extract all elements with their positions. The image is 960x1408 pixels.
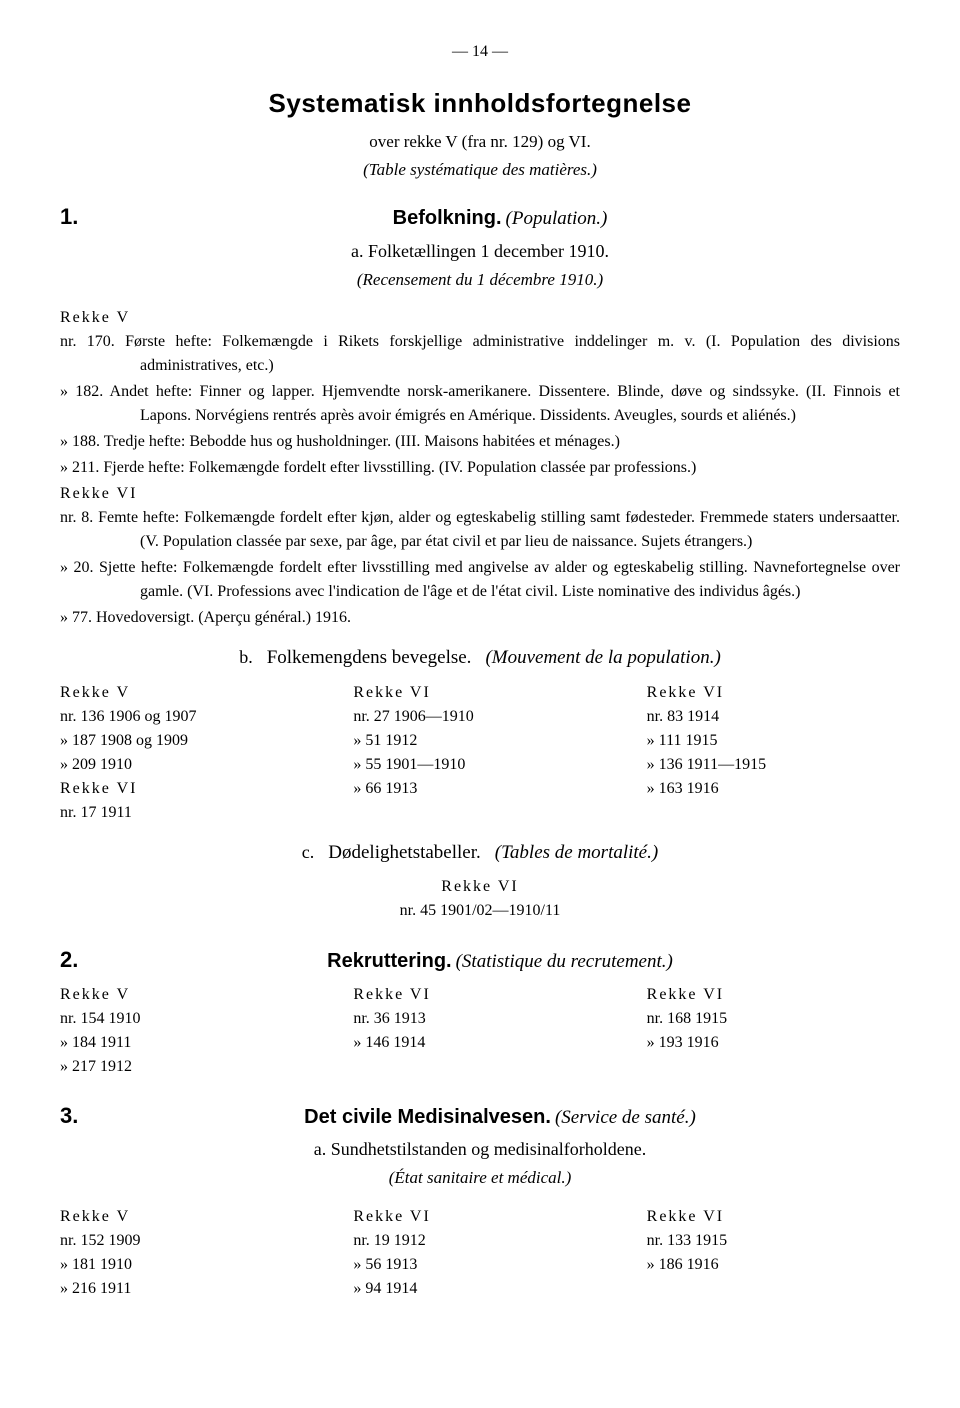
section-1a-italic: (Recensement du 1 décembre 1910.) [60, 267, 900, 293]
section-1b-letter: b. [239, 644, 253, 671]
s1b-col3-l1: nr. 83 1914 [647, 705, 900, 729]
section-3-header: 3. Det civile Medisinalvesen. (Service d… [60, 1099, 900, 1133]
s3-col3-h1: Rekke VI [647, 1205, 900, 1229]
s1b-col3-l2: » 111 1915 [647, 729, 900, 753]
s1b-col2-l4: » 66 1913 [353, 777, 606, 801]
s3-col1-l1: nr. 152 1909 [60, 1229, 313, 1253]
s1b-col1: Rekke V nr. 136 1906 og 1907 » 187 1908 … [60, 681, 313, 825]
section-1b-header: b. Folkemengdens bevegelse. (Mouvement d… [60, 644, 900, 673]
s2-col2: Rekke VI nr. 36 1913 » 146 1914 [353, 983, 606, 1079]
s1b-col2-h1: Rekke VI [353, 681, 606, 705]
s1b-col1-l1: nr. 136 1906 og 1907 [60, 705, 313, 729]
s1b-col3-l3: » 136 1911—1915 [647, 753, 900, 777]
section-2-header: 2. Rekruttering. (Statistique du recrute… [60, 943, 900, 977]
section-1b-italic: (Mouvement de la population.) [485, 644, 720, 673]
section-1b-title: Folkemengdens bevegelse. [267, 644, 472, 673]
section-1a-title: a. Folketællingen 1 december 1910. [60, 238, 900, 265]
section-1-title-italic: (Population.) [506, 208, 608, 229]
s3-col1-h1: Rekke V [60, 1205, 313, 1229]
section-3-title: Det civile Medisinalvesen. [304, 1106, 551, 1128]
section-3a-title: a. Sundhetstilstanden og medisinalforhol… [60, 1136, 900, 1163]
section-3a-text: Sundhetstilstanden og medisinalforholden… [331, 1139, 646, 1159]
section-2-columns: Rekke V nr. 154 1910 » 184 1911 » 217 19… [60, 983, 900, 1079]
s3-col2: Rekke VI nr. 19 1912 » 56 1913 » 94 1914 [353, 1205, 606, 1301]
s3-col1-l2: » 181 1910 [60, 1253, 313, 1277]
section-1c-block: Rekke VI nr. 45 1901/02—1910/11 [60, 875, 900, 923]
s2-col2-h1: Rekke VI [353, 983, 606, 1007]
section-1c-title: Dødelighetstabeller. [328, 839, 480, 868]
s3-col2-h1: Rekke VI [353, 1205, 606, 1229]
s2-col3-h1: Rekke VI [647, 983, 900, 1007]
section-3a-label: a. [314, 1139, 327, 1159]
section-2-num: 2. [60, 943, 100, 976]
s3-col2-l2: » 56 1913 [353, 1253, 606, 1277]
section-3-num: 3. [60, 1099, 100, 1132]
s2-col3: Rekke VI nr. 168 1915 » 193 1916 [647, 983, 900, 1079]
s3-col3: Rekke VI nr. 133 1915 » 186 1916 [647, 1205, 900, 1301]
section-1-title: Befolkning. [393, 207, 502, 229]
s1b-col1-l4: nr. 17 1911 [60, 801, 313, 825]
s2-col2-l2: » 146 1914 [353, 1031, 606, 1055]
s1b-col1-l3: » 209 1910 [60, 753, 313, 777]
s2-col1-h1: Rekke V [60, 983, 313, 1007]
s1b-col1-l2: » 187 1908 og 1909 [60, 729, 313, 753]
s2-col3-l2: » 193 1916 [647, 1031, 900, 1055]
s2-col1-l2: » 184 1911 [60, 1031, 313, 1055]
s1b-col1-h2: Rekke VI [60, 777, 313, 801]
section-1c-header: c. Dødelighetstabeller. (Tables de morta… [60, 839, 900, 868]
rekke-v-label: Rekke V [60, 306, 900, 330]
s1b-col2-l1: nr. 27 1906—1910 [353, 705, 606, 729]
s2-col1: Rekke V nr. 154 1910 » 184 1911 » 217 19… [60, 983, 313, 1079]
section-1a-text: Folketællingen 1 december 1910. [368, 241, 609, 261]
section-3-title-italic: (Service de santé.) [555, 1107, 696, 1128]
entry-170: nr. 170. Første hefte: Folkemængde i Rik… [60, 330, 900, 378]
entry-182: » 182. Andet hefte: Finner og lapper. Hj… [60, 380, 900, 428]
s3-col2-l1: nr. 19 1912 [353, 1229, 606, 1253]
s3-col2-l3: » 94 1914 [353, 1277, 606, 1301]
s3-col3-l2: » 186 1916 [647, 1253, 900, 1277]
section-2-title-italic: (Statistique du recrutement.) [456, 951, 673, 972]
s1c-h: Rekke VI [60, 875, 900, 899]
entry-77: » 77. Hovedoversigt. (Aperçu général.) 1… [60, 606, 900, 630]
entry-20: » 20. Sjette hefte: Folkemængde fordelt … [60, 556, 900, 604]
section-2-title: Rekruttering. [327, 950, 451, 972]
section-1b-columns: Rekke V nr. 136 1906 og 1907 » 187 1908 … [60, 681, 900, 825]
s2-col3-l1: nr. 168 1915 [647, 1007, 900, 1031]
section-1c-letter: c. [302, 839, 315, 866]
s2-col1-l1: nr. 154 1910 [60, 1007, 313, 1031]
s1c-l: nr. 45 1901/02—1910/11 [60, 899, 900, 923]
subtitle: over rekke V (fra nr. 129) og VI. [60, 129, 900, 155]
rekke-vi-label: Rekke VI [60, 482, 900, 506]
entry-188: » 188. Tredje hefte: Bebodde hus og hush… [60, 430, 900, 454]
entry-8: nr. 8. Femte hefte: Folkemængde fordelt … [60, 506, 900, 554]
s3-col1-l3: » 216 1911 [60, 1277, 313, 1301]
page-number: — 14 — [60, 40, 900, 64]
section-1a-entries: Rekke V nr. 170. Første hefte: Folkemæng… [60, 306, 900, 630]
main-title: Systematisk innholdsfortegnelse [60, 84, 900, 123]
subtitle-italic: (Table systématique des matières.) [60, 157, 900, 183]
s1b-col3: Rekke VI nr. 83 1914 » 111 1915 » 136 19… [647, 681, 900, 825]
s2-col1-l3: » 217 1912 [60, 1055, 313, 1079]
s1b-col2: Rekke VI nr. 27 1906—1910 » 51 1912 » 55… [353, 681, 606, 825]
s1b-col3-h1: Rekke VI [647, 681, 900, 705]
s1b-col1-h1: Rekke V [60, 681, 313, 705]
entry-211: » 211. Fjerde hefte: Folkemængde fordelt… [60, 456, 900, 480]
section-1-num: 1. [60, 200, 100, 233]
section-3-columns: Rekke V nr. 152 1909 » 181 1910 » 216 19… [60, 1205, 900, 1301]
s2-col2-l1: nr. 36 1913 [353, 1007, 606, 1031]
section-1c-italic: (Tables de mortalité.) [495, 839, 658, 868]
section-1a-label: a. [351, 241, 364, 261]
s3-col1: Rekke V nr. 152 1909 » 181 1910 » 216 19… [60, 1205, 313, 1301]
section-3a-italic: (État sanitaire et médical.) [60, 1165, 900, 1191]
section-1-header: 1. Befolkning. (Population.) [60, 200, 900, 234]
s3-col3-l1: nr. 133 1915 [647, 1229, 900, 1253]
s1b-col2-l3: » 55 1901—1910 [353, 753, 606, 777]
s1b-col3-l4: » 163 1916 [647, 777, 900, 801]
s1b-col2-l2: » 51 1912 [353, 729, 606, 753]
